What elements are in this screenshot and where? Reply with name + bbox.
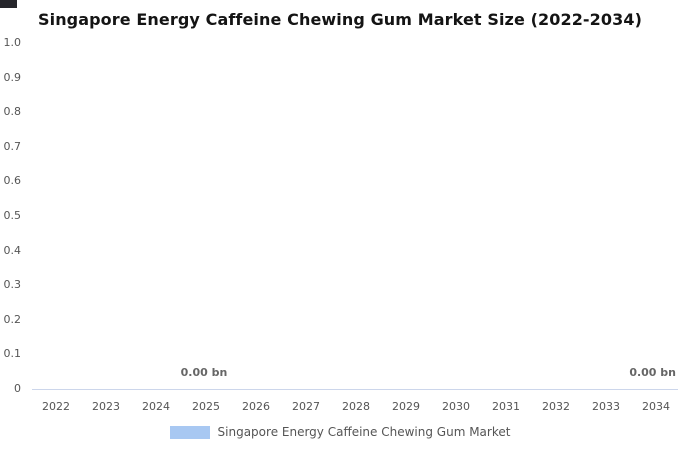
legend: Singapore Energy Caffeine Chewing Gum Ma… bbox=[0, 425, 680, 440]
y-tick-label: 0.6 bbox=[3, 174, 22, 188]
y-tick-label: 0.2 bbox=[3, 312, 22, 326]
x-tick-label: 2028 bbox=[342, 400, 370, 413]
x-tick-label: 2025 bbox=[192, 400, 220, 413]
y-tick-label: 0.7 bbox=[3, 139, 22, 153]
x-axis-ticks: 2022 2023 2024 2025 2026 2027 2028 2029 2030 2031… bbox=[34, 400, 678, 413]
x-tick-label: 2030 bbox=[442, 400, 470, 413]
x-tick-label: 2024 bbox=[142, 400, 170, 413]
legend-swatch-icon bbox=[169, 426, 210, 439]
x-axis-line bbox=[32, 389, 678, 390]
x-tick-label: 2026 bbox=[242, 400, 270, 413]
legend-item[interactable]: Singapore Energy Caffeine Chewing Gum Ma… bbox=[169, 425, 511, 440]
y-tick-label: 0.5 bbox=[3, 208, 22, 222]
chart-title: Singapore Energy Caffeine Chewing Gum Ma… bbox=[37, 10, 643, 29]
y-tick-label: 1.0 bbox=[3, 36, 22, 49]
x-tick-label: 2031 bbox=[492, 400, 520, 413]
x-tick-label: 2029 bbox=[392, 400, 420, 413]
x-tick-label: 2022 bbox=[42, 400, 70, 413]
value-label: 0.00 bn bbox=[180, 366, 228, 379]
x-tick-label: 2027 bbox=[292, 400, 320, 413]
x-tick-label: 2032 bbox=[542, 400, 570, 413]
y-axis-ticks: 1.0 0.9 0.8 0.7 0.6 0.5 0.4 0.3 0.2 0.1 0 bbox=[0, 36, 22, 395]
legend-label: Singapore Energy Caffeine Chewing Gum Ma… bbox=[217, 425, 511, 439]
y-tick-label: 0.8 bbox=[3, 105, 22, 119]
corner-artifact bbox=[0, 0, 17, 8]
y-tick-label: 0.9 bbox=[3, 70, 22, 84]
x-tick-label: 2023 bbox=[92, 400, 120, 413]
y-tick-label: 0.4 bbox=[3, 243, 22, 257]
value-label: 0.00 bn bbox=[629, 366, 676, 379]
plot-area bbox=[32, 43, 678, 389]
x-tick-label: 2033 bbox=[592, 400, 620, 413]
y-tick-label: 0.3 bbox=[3, 278, 22, 292]
y-tick-label: 0 bbox=[14, 381, 21, 395]
y-tick-label: 0.1 bbox=[3, 347, 22, 361]
x-tick-label: 2034 bbox=[642, 400, 670, 413]
